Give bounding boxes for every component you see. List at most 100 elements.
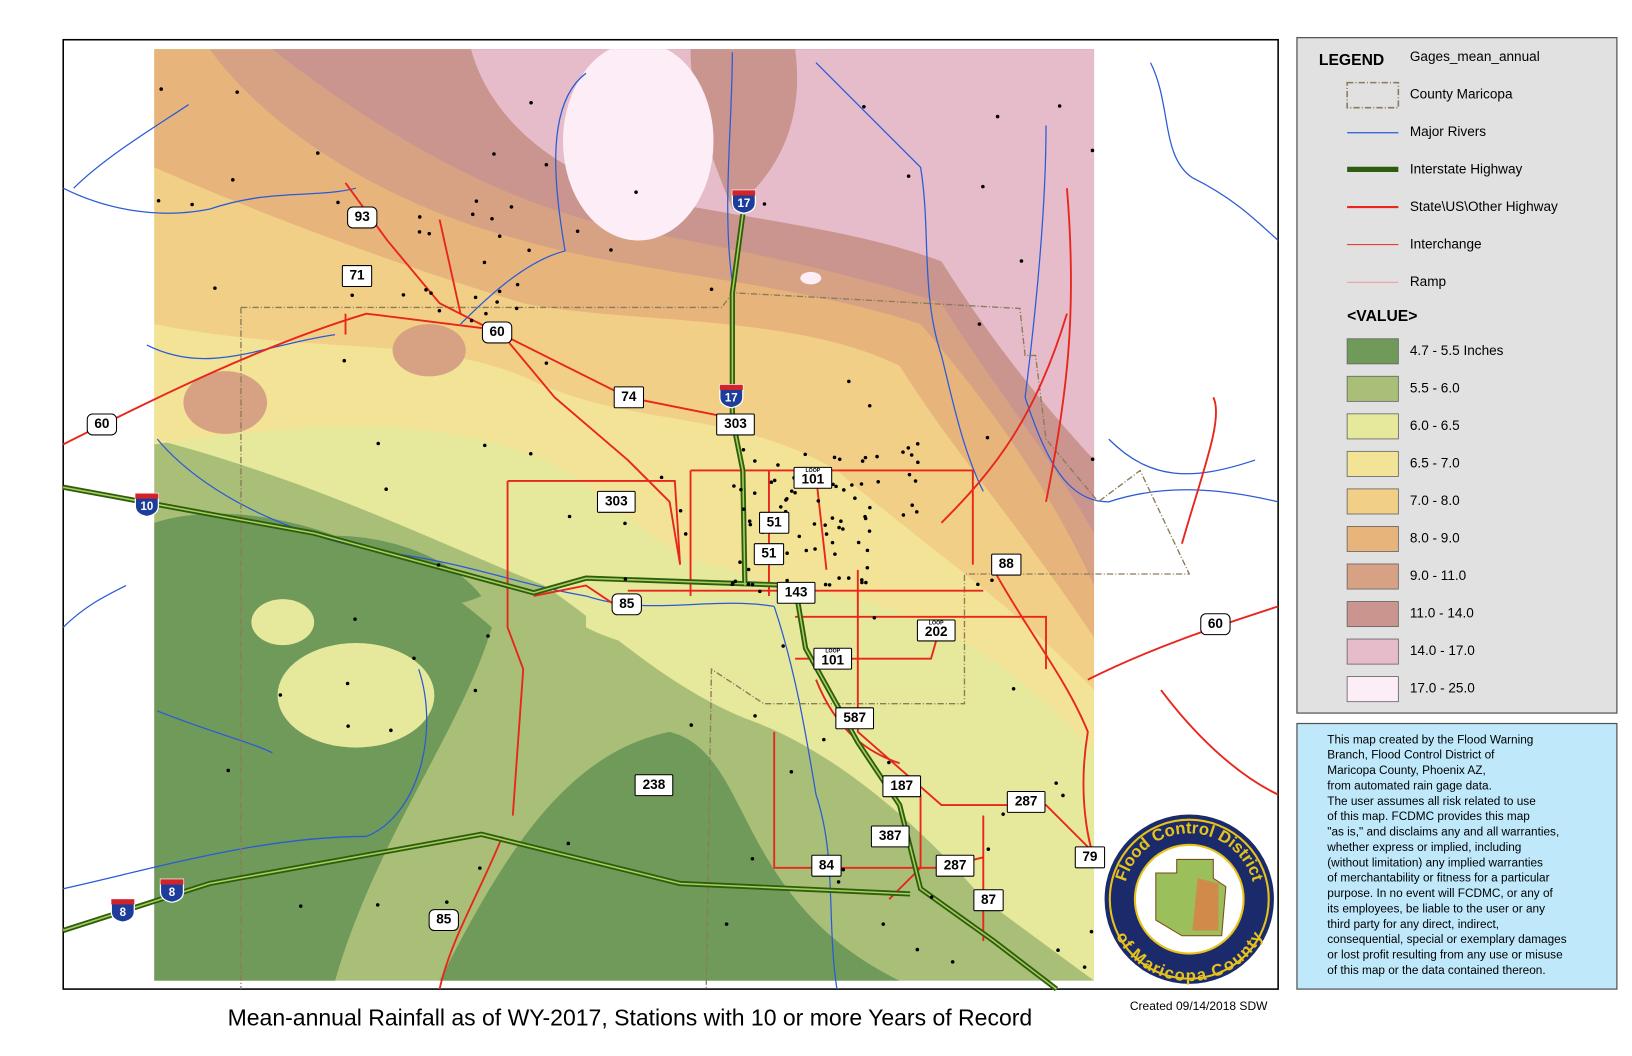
gage-station bbox=[746, 567, 751, 572]
gage-station bbox=[529, 100, 533, 105]
gage-station bbox=[544, 361, 549, 365]
us-shield bbox=[347, 206, 378, 229]
state-shield bbox=[811, 854, 842, 877]
gage-station bbox=[1056, 948, 1060, 952]
disclaimer-line: consequential, special or exemplary dama… bbox=[1327, 932, 1566, 946]
gage-station bbox=[837, 457, 842, 462]
gage-station bbox=[752, 491, 757, 495]
shield-prefix: LOOP bbox=[805, 468, 820, 474]
gage-station bbox=[906, 446, 911, 450]
gage-station bbox=[842, 488, 846, 492]
gage-station bbox=[1057, 104, 1062, 108]
gage-station bbox=[865, 548, 870, 553]
gage-station bbox=[906, 174, 911, 178]
disclaimer-line: from automated rain gage data. bbox=[1327, 778, 1492, 792]
gage-station bbox=[789, 489, 794, 493]
gage-station bbox=[486, 634, 490, 638]
gage-station bbox=[1089, 929, 1094, 934]
shield-label: 60 bbox=[1208, 616, 1223, 631]
gage-station bbox=[823, 523, 827, 527]
disclaimer-line: whether express or implied, including bbox=[1326, 840, 1521, 854]
shield-label: 79 bbox=[1082, 849, 1098, 864]
gage-station bbox=[907, 472, 912, 477]
gage-station bbox=[678, 508, 683, 513]
gage-station bbox=[915, 510, 919, 514]
state-shield bbox=[613, 386, 645, 409]
shield-label: 587 bbox=[843, 710, 866, 725]
gage-station bbox=[497, 289, 502, 294]
class-swatch bbox=[1346, 638, 1399, 665]
gage-station bbox=[872, 616, 877, 620]
gage-station bbox=[837, 525, 841, 530]
gage-station bbox=[544, 163, 549, 167]
gage-station bbox=[424, 288, 428, 292]
gage-station bbox=[473, 295, 478, 300]
gage-station bbox=[748, 522, 753, 527]
shield-label: 287 bbox=[944, 857, 967, 872]
gage-station bbox=[336, 200, 340, 205]
gage-station bbox=[846, 576, 851, 580]
gage-station bbox=[867, 529, 872, 533]
gage-station bbox=[860, 580, 864, 585]
gage-station bbox=[1019, 259, 1024, 263]
gage-station bbox=[868, 505, 872, 510]
gage-station bbox=[887, 760, 891, 765]
gage-station bbox=[376, 441, 381, 446]
shield-label: 60 bbox=[490, 324, 505, 339]
disclaimer-line: or lost profit resulting from any use or… bbox=[1327, 948, 1563, 962]
gage-station bbox=[623, 577, 628, 581]
class-swatch bbox=[1346, 563, 1399, 590]
gage-station bbox=[769, 480, 774, 484]
interstate-shield bbox=[719, 384, 744, 409]
gage-station bbox=[1090, 457, 1095, 461]
state-shield bbox=[835, 707, 875, 730]
gage-station bbox=[833, 552, 837, 556]
shield-label: 88 bbox=[999, 556, 1015, 571]
shield-label: 238 bbox=[643, 777, 666, 792]
shield-label: 303 bbox=[724, 416, 747, 431]
gage-station bbox=[412, 656, 416, 661]
disclaimer-line: its employees, be liable to the user or … bbox=[1327, 901, 1545, 915]
gage-station bbox=[1001, 812, 1005, 816]
gage-station bbox=[469, 318, 474, 323]
class-label: 6.5 - 7.0 bbox=[1410, 456, 1460, 471]
gage-station bbox=[514, 306, 519, 311]
gage-station bbox=[730, 581, 735, 585]
gage-station bbox=[429, 291, 433, 295]
gage-station bbox=[762, 202, 767, 206]
gage-station bbox=[226, 768, 230, 773]
gage-station bbox=[159, 87, 163, 91]
gage-station bbox=[278, 693, 283, 697]
disclaimer-line: purpose. In no event will FCDMC, or any … bbox=[1327, 886, 1553, 900]
disclaimer-line: (without limitation) any implied warrant… bbox=[1327, 855, 1543, 869]
shield-label: 8 bbox=[169, 887, 176, 899]
gage-station bbox=[350, 293, 354, 298]
disclaimer-line: of this map or the data contained thereo… bbox=[1327, 963, 1545, 977]
legend-item-label: State\US\Other Highway bbox=[1410, 199, 1558, 214]
gage-station bbox=[316, 151, 320, 155]
gage-station bbox=[837, 576, 841, 580]
gage-station bbox=[478, 866, 482, 870]
gage-station bbox=[929, 895, 934, 899]
shield-prefix: LOOP bbox=[929, 621, 944, 627]
value-heading: <VALUE> bbox=[1347, 308, 1417, 325]
class-swatch bbox=[1346, 601, 1399, 628]
gage-station bbox=[753, 459, 757, 463]
gage-station bbox=[747, 519, 752, 523]
gage-station bbox=[913, 479, 918, 483]
logo: Flood Control District of Maricopa Count… bbox=[1104, 814, 1274, 985]
legend-panel: LEGEND Gages_mean_annual <VALUE> County … bbox=[1296, 37, 1618, 714]
gage-station bbox=[985, 435, 990, 440]
gage-station bbox=[427, 231, 432, 236]
gage-station bbox=[915, 442, 920, 446]
gage-station bbox=[832, 455, 837, 460]
state-shield bbox=[991, 553, 1022, 576]
gage-station bbox=[785, 578, 789, 583]
county-swatch bbox=[1346, 81, 1400, 109]
gage-station bbox=[484, 311, 488, 316]
state-shield bbox=[813, 647, 853, 670]
gage-station bbox=[793, 490, 797, 495]
shield-label: 93 bbox=[355, 209, 371, 224]
gage-station bbox=[901, 450, 905, 454]
gage-station bbox=[789, 770, 794, 774]
